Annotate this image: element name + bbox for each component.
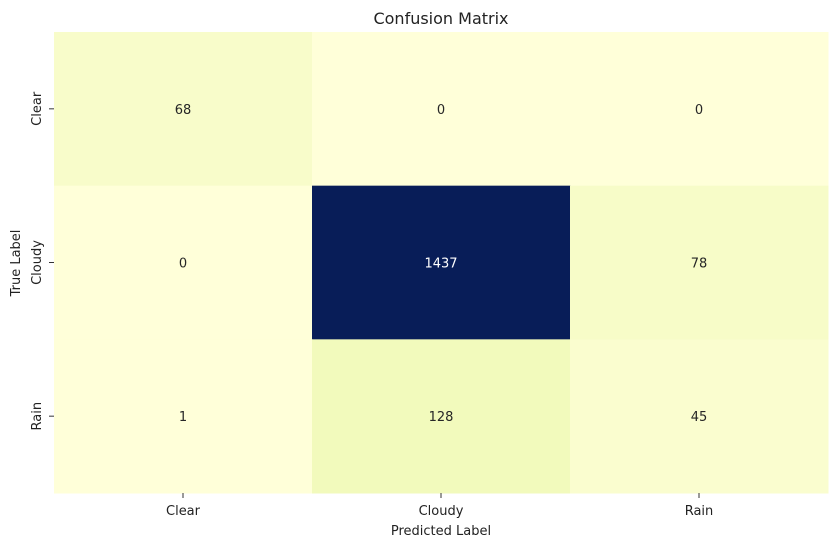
- cell-cloudy-rain: [570, 185, 829, 340]
- cell-annotations: 68 0 0 0 1437 78 1 128 45: [175, 103, 708, 425]
- cell-rain-cloudy: [312, 339, 571, 494]
- cell-value-clear-cloudy: 0: [437, 103, 445, 118]
- cell-clear-cloudy: [312, 32, 571, 187]
- cell-rain-rain: [570, 339, 829, 494]
- y-tick-label-rain: Rain: [30, 402, 45, 431]
- x-tick-label-rain: Rain: [685, 504, 714, 519]
- x-tick-label-cloudy: Cloudy: [419, 504, 464, 519]
- y-tick-label-cloudy: Cloudy: [30, 240, 45, 285]
- cell-value-clear-rain: 0: [695, 103, 703, 118]
- cell-value-rain-clear: 1: [179, 410, 187, 425]
- cell-clear-clear: [54, 32, 313, 187]
- y-tick-label-clear: Clear: [30, 91, 45, 126]
- cell-value-cloudy-rain: 78: [691, 257, 708, 272]
- x-tick-label-clear: Clear: [166, 504, 201, 519]
- cell-cloudy-cloudy: [312, 185, 571, 340]
- cell-cloudy-clear: [54, 185, 313, 340]
- cell-clear-rain: [570, 32, 829, 187]
- x-axis-label: Predicted Label: [391, 524, 491, 539]
- y-axis-ticks: Clear Cloudy Rain: [30, 91, 54, 430]
- cell-value-rain-rain: 45: [691, 410, 708, 425]
- cell-rain-clear: [54, 339, 313, 494]
- y-axis-label: True Label: [9, 230, 24, 298]
- cell-value-clear-clear: 68: [175, 103, 192, 118]
- x-axis-ticks: Clear Cloudy Rain: [166, 493, 713, 519]
- heatmap-cells: [54, 32, 829, 494]
- cell-value-rain-cloudy: 128: [429, 410, 454, 425]
- cell-value-cloudy-clear: 0: [179, 257, 187, 272]
- chart-title: Confusion Matrix: [373, 9, 508, 28]
- cell-value-cloudy-cloudy: 1437: [424, 257, 457, 272]
